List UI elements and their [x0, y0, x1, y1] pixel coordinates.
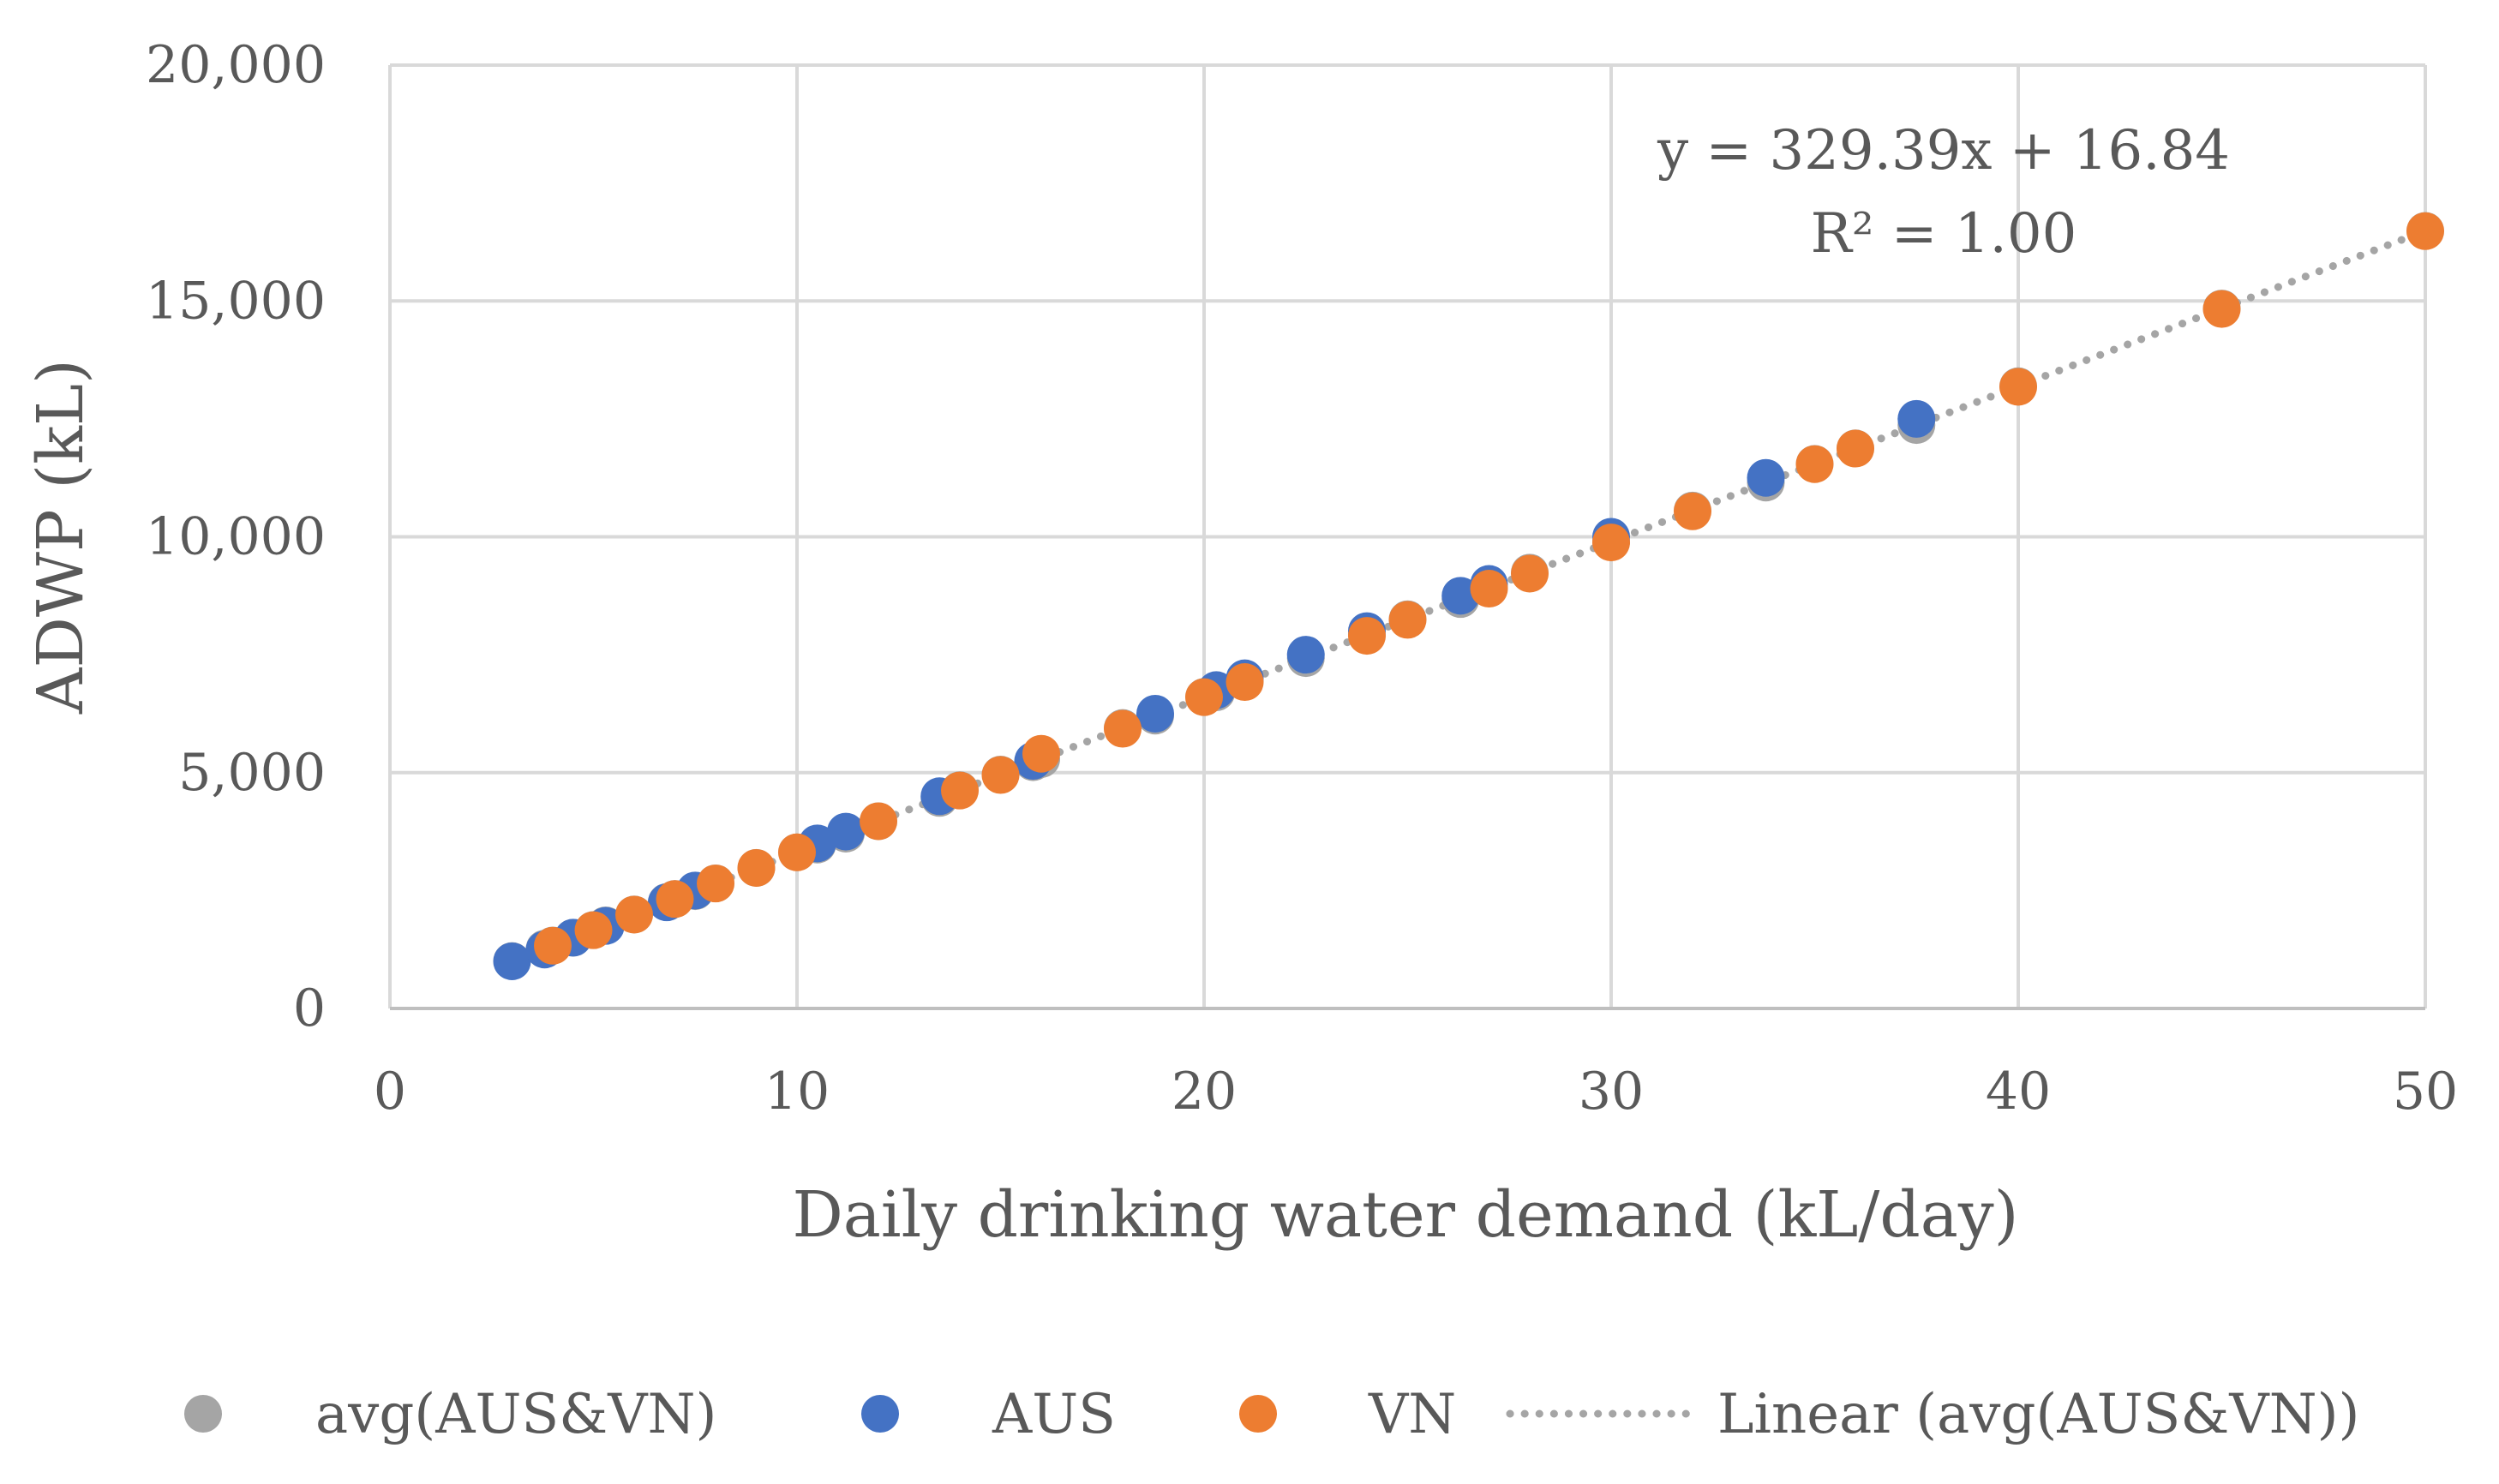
legend-entry-vn[interactable]: VN — [1239, 1383, 1456, 1446]
y-tick-label: 5,000 — [178, 743, 326, 803]
point-vn[interactable] — [1348, 617, 1386, 655]
point-vn[interactable] — [697, 865, 734, 903]
data-points — [493, 212, 2444, 980]
x-tick-label: 0 — [374, 1062, 406, 1122]
point-aus[interactable] — [1136, 694, 1174, 733]
legend-label-linear: Linear (avg(AUS&VN)) — [1717, 1383, 2360, 1446]
trendline-r2: R² = 1.00 — [1811, 202, 2077, 266]
legend-marker-aus — [861, 1395, 899, 1433]
gridlines — [390, 63, 2427, 1008]
point-aus[interactable] — [827, 812, 865, 851]
x-tick-label: 10 — [764, 1062, 830, 1122]
point-vn[interactable] — [860, 802, 897, 841]
x-axis-title: Daily drinking water demand (kL/day) — [792, 1178, 2018, 1252]
point-vn[interactable] — [1795, 445, 1834, 483]
point-vn[interactable] — [1999, 368, 2037, 406]
y-tick-label: 10,000 — [146, 507, 326, 567]
legend-label-vn: VN — [1368, 1383, 1456, 1446]
point-vn[interactable] — [1388, 601, 1427, 639]
point-vn[interactable] — [2202, 290, 2241, 328]
y-axis-ticks: 0 5,000 10,000 15,000 20,000 — [146, 35, 326, 1038]
point-aus[interactable] — [1747, 458, 1785, 497]
legend-marker-avg — [184, 1395, 222, 1433]
point-vn[interactable] — [1837, 429, 1874, 468]
legend-entry-linear[interactable]: Linear (avg(AUS&VN)) — [1506, 1383, 2360, 1446]
point-vn[interactable] — [1104, 709, 1142, 748]
axes — [388, 65, 2425, 1010]
point-vn[interactable] — [1470, 570, 1508, 608]
point-vn[interactable] — [615, 895, 653, 934]
legend-entry-aus[interactable]: AUS — [861, 1383, 1116, 1446]
point-vn[interactable] — [1185, 678, 1223, 716]
point-vn[interactable] — [1511, 554, 1549, 593]
legend-label-avg: avg(AUS&VN) — [315, 1383, 716, 1446]
point-vn[interactable] — [534, 926, 572, 965]
legend-marker-vn — [1239, 1395, 1277, 1433]
point-aus[interactable] — [1897, 399, 1936, 438]
point-vn[interactable] — [1592, 524, 1630, 562]
point-vn[interactable] — [1022, 734, 1060, 773]
point-vn[interactable] — [2406, 212, 2444, 250]
legend-entry-avg[interactable]: avg(AUS&VN) — [184, 1383, 716, 1446]
y-tick-label: 15,000 — [146, 271, 326, 331]
trendline-equation: y = 329.39x + 16.84 — [1657, 119, 2230, 183]
point-aus[interactable] — [1286, 636, 1325, 674]
x-tick-label: 30 — [1579, 1062, 1644, 1122]
x-tick-label: 50 — [2393, 1062, 2458, 1122]
x-axis-ticks: 0 10 20 30 40 50 — [374, 1062, 2458, 1122]
legend-label-aus: AUS — [992, 1383, 1116, 1446]
y-axis-title: ADWP (kL) — [24, 359, 98, 715]
series-vn — [534, 212, 2444, 965]
point-vn[interactable] — [778, 833, 816, 871]
point-vn[interactable] — [1226, 663, 1264, 702]
point-vn[interactable] — [656, 880, 694, 919]
point-vn[interactable] — [1674, 492, 1711, 530]
y-tick-label: 20,000 — [146, 35, 326, 95]
x-tick-label: 20 — [1172, 1062, 1237, 1122]
point-aus[interactable] — [1441, 577, 1480, 615]
point-vn[interactable] — [737, 848, 776, 887]
point-aus[interactable] — [493, 942, 531, 980]
x-tick-label: 40 — [1986, 1062, 2051, 1122]
point-vn[interactable] — [981, 756, 1020, 794]
legend: avg(AUS&VN) AUS VN Linear (avg(AUS&VN)) — [184, 1383, 2360, 1446]
y-tick-label: 0 — [293, 978, 326, 1038]
point-vn[interactable] — [941, 771, 979, 810]
point-vn[interactable] — [574, 911, 613, 949]
